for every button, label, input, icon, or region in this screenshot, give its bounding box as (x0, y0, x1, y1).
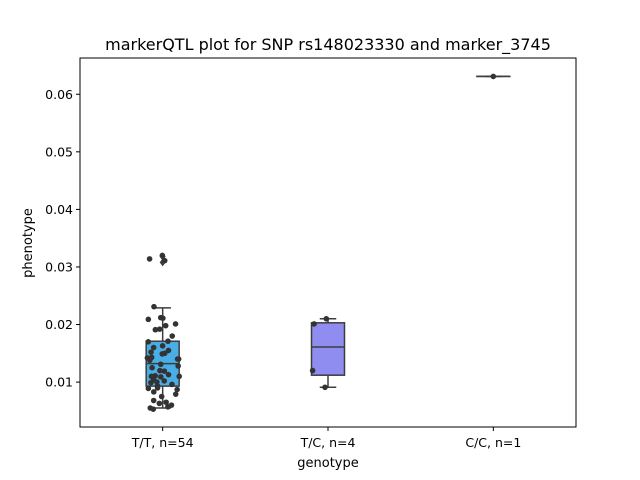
axes: 0.01 0.02 0.03 0.04 0.05 0.06 T/T, n=54 T/C, n=… (45, 87, 521, 450)
data-point (322, 384, 328, 391)
data-point (158, 374, 164, 380)
box-group (310, 318, 346, 389)
data-point (175, 356, 182, 362)
x-tick-label: T/T, n=54 (131, 435, 194, 450)
data-point (152, 326, 159, 333)
data-point (172, 391, 179, 397)
data-point (161, 257, 168, 264)
points-group (309, 315, 330, 391)
data-point (174, 386, 180, 393)
x-tick-label: T/C, n=4 (300, 435, 356, 450)
data-point (165, 338, 171, 345)
data-point (157, 367, 163, 374)
data-point (161, 378, 168, 384)
data-point (163, 399, 169, 406)
data-point (148, 379, 154, 386)
y-tick-label: 0.02 (45, 317, 73, 332)
y-tick-label: 0.01 (45, 375, 73, 390)
data-point (145, 385, 152, 392)
y-tick-label: 0.04 (45, 202, 73, 217)
data-point (490, 73, 497, 80)
data-point (311, 321, 317, 327)
data-point (150, 397, 157, 404)
data-point (149, 364, 155, 371)
data-point (150, 344, 157, 351)
data-point (150, 389, 157, 395)
data-point (161, 368, 168, 374)
data-point (145, 339, 152, 345)
data-point (172, 321, 179, 327)
data-point (151, 303, 157, 310)
data-point (160, 315, 166, 321)
data-point (146, 357, 153, 364)
data-point (157, 361, 164, 368)
box (310, 322, 346, 376)
y-axis-label: phenotype (21, 208, 36, 278)
data-point (309, 367, 316, 374)
data-point (156, 400, 163, 407)
y-tick-label: 0.03 (45, 259, 73, 274)
data-point (323, 315, 330, 322)
data-point (165, 347, 172, 354)
data-point (159, 252, 166, 259)
data-point (158, 393, 165, 400)
y-tick-label: 0.05 (45, 144, 73, 159)
plot-area (144, 73, 511, 412)
data-point (156, 326, 163, 332)
data-point (162, 322, 169, 329)
data-point (146, 256, 153, 262)
data-point (169, 333, 176, 339)
points-group (144, 252, 182, 412)
data-point (176, 373, 182, 380)
data-point (150, 406, 157, 412)
points-group (490, 73, 497, 80)
data-point (154, 385, 161, 391)
x-tick-label: C/C, n=1 (465, 435, 521, 450)
data-point (148, 349, 154, 355)
y-tick-label: 0.06 (45, 87, 73, 102)
data-point (165, 404, 171, 410)
data-point (175, 363, 181, 369)
data-point (159, 343, 166, 349)
data-point (145, 316, 152, 323)
data-point (169, 381, 175, 388)
data-point (165, 371, 172, 378)
chart-title: markerQTL plot for SNP rs148023330 and m… (105, 35, 551, 55)
x-axis-label: genotype (297, 456, 358, 471)
data-point (159, 351, 166, 357)
